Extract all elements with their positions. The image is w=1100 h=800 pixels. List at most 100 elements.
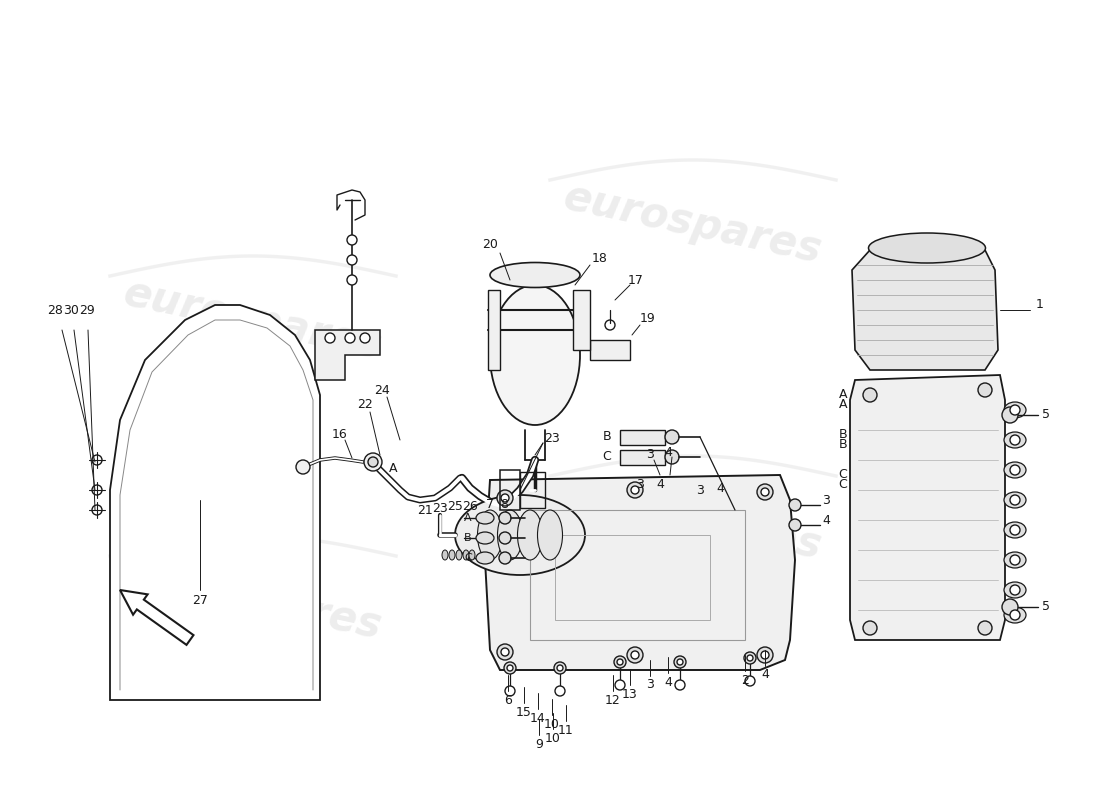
- Text: 8: 8: [500, 498, 508, 510]
- Text: 4: 4: [822, 514, 829, 526]
- Text: B: B: [603, 430, 612, 442]
- Text: 25: 25: [447, 501, 463, 514]
- Circle shape: [1010, 435, 1020, 445]
- Text: 1: 1: [1036, 298, 1044, 311]
- Polygon shape: [573, 290, 590, 350]
- Ellipse shape: [869, 233, 986, 263]
- Circle shape: [368, 457, 378, 467]
- Polygon shape: [315, 330, 379, 380]
- Text: eurospares: eurospares: [560, 472, 826, 568]
- Text: A: A: [838, 398, 847, 411]
- Ellipse shape: [490, 285, 580, 425]
- Text: 27: 27: [192, 594, 208, 606]
- Text: C: C: [603, 450, 612, 463]
- Circle shape: [92, 505, 102, 515]
- FancyArrow shape: [120, 590, 194, 645]
- Polygon shape: [590, 340, 630, 360]
- Circle shape: [360, 333, 370, 343]
- Text: 30: 30: [63, 303, 79, 317]
- Circle shape: [614, 656, 626, 668]
- Ellipse shape: [463, 550, 469, 560]
- Circle shape: [1002, 599, 1018, 615]
- Circle shape: [627, 647, 644, 663]
- Circle shape: [1002, 407, 1018, 423]
- Circle shape: [92, 485, 102, 495]
- Circle shape: [505, 686, 515, 696]
- Ellipse shape: [1004, 492, 1026, 508]
- Text: 28: 28: [47, 303, 63, 317]
- Circle shape: [676, 659, 683, 665]
- Ellipse shape: [442, 550, 448, 560]
- Ellipse shape: [469, 550, 475, 560]
- Circle shape: [497, 644, 513, 660]
- Circle shape: [1010, 405, 1020, 415]
- Circle shape: [497, 490, 513, 506]
- Text: 19: 19: [640, 311, 656, 325]
- Ellipse shape: [1004, 522, 1026, 538]
- Text: 6: 6: [504, 694, 512, 706]
- Text: 4: 4: [716, 482, 724, 494]
- Circle shape: [296, 460, 310, 474]
- Ellipse shape: [490, 262, 580, 287]
- Circle shape: [978, 621, 992, 635]
- Ellipse shape: [1004, 607, 1026, 623]
- Circle shape: [744, 652, 756, 664]
- Circle shape: [1010, 610, 1020, 620]
- Text: 3: 3: [646, 678, 653, 691]
- Text: A: A: [838, 389, 847, 402]
- Text: 4: 4: [664, 446, 672, 458]
- Circle shape: [500, 648, 509, 656]
- Text: 26: 26: [462, 499, 477, 513]
- Circle shape: [631, 651, 639, 659]
- Text: eurospares: eurospares: [560, 176, 826, 272]
- Ellipse shape: [1004, 402, 1026, 418]
- Text: 22: 22: [358, 398, 373, 411]
- Polygon shape: [485, 475, 795, 670]
- Text: 9: 9: [535, 738, 543, 750]
- Text: eurospares: eurospares: [120, 552, 386, 648]
- Circle shape: [789, 499, 801, 511]
- Text: 16: 16: [332, 429, 348, 442]
- Text: B: B: [464, 533, 472, 543]
- Circle shape: [499, 512, 512, 524]
- Ellipse shape: [1004, 432, 1026, 448]
- Circle shape: [1010, 465, 1020, 475]
- Ellipse shape: [449, 550, 455, 560]
- Text: 13: 13: [623, 687, 638, 701]
- Circle shape: [507, 665, 513, 671]
- Text: 24: 24: [374, 383, 389, 397]
- Circle shape: [499, 552, 512, 564]
- Circle shape: [557, 665, 563, 671]
- Text: 7: 7: [486, 498, 494, 511]
- Text: 2: 2: [741, 674, 749, 686]
- Circle shape: [605, 320, 615, 330]
- Circle shape: [1010, 555, 1020, 565]
- Circle shape: [346, 275, 358, 285]
- Ellipse shape: [455, 495, 585, 575]
- Text: 3: 3: [636, 478, 644, 491]
- Circle shape: [504, 662, 516, 674]
- Polygon shape: [620, 450, 666, 465]
- Text: 5: 5: [1042, 409, 1050, 422]
- Polygon shape: [620, 430, 666, 445]
- Text: 18: 18: [592, 251, 608, 265]
- Text: 4: 4: [761, 669, 769, 682]
- Text: 20: 20: [482, 238, 498, 251]
- Circle shape: [627, 482, 644, 498]
- Circle shape: [1010, 525, 1020, 535]
- Ellipse shape: [1004, 552, 1026, 568]
- Polygon shape: [110, 305, 320, 700]
- Circle shape: [864, 388, 877, 402]
- Circle shape: [666, 430, 679, 444]
- Circle shape: [864, 621, 877, 635]
- Text: eurospares: eurospares: [120, 272, 386, 368]
- Text: B: B: [838, 438, 847, 451]
- Circle shape: [1010, 495, 1020, 505]
- Ellipse shape: [476, 512, 494, 524]
- Text: 11: 11: [558, 723, 574, 737]
- Ellipse shape: [476, 532, 494, 544]
- Text: 23: 23: [432, 502, 448, 514]
- Text: C: C: [464, 553, 472, 563]
- Text: C: C: [838, 469, 847, 482]
- Text: C: C: [838, 478, 847, 491]
